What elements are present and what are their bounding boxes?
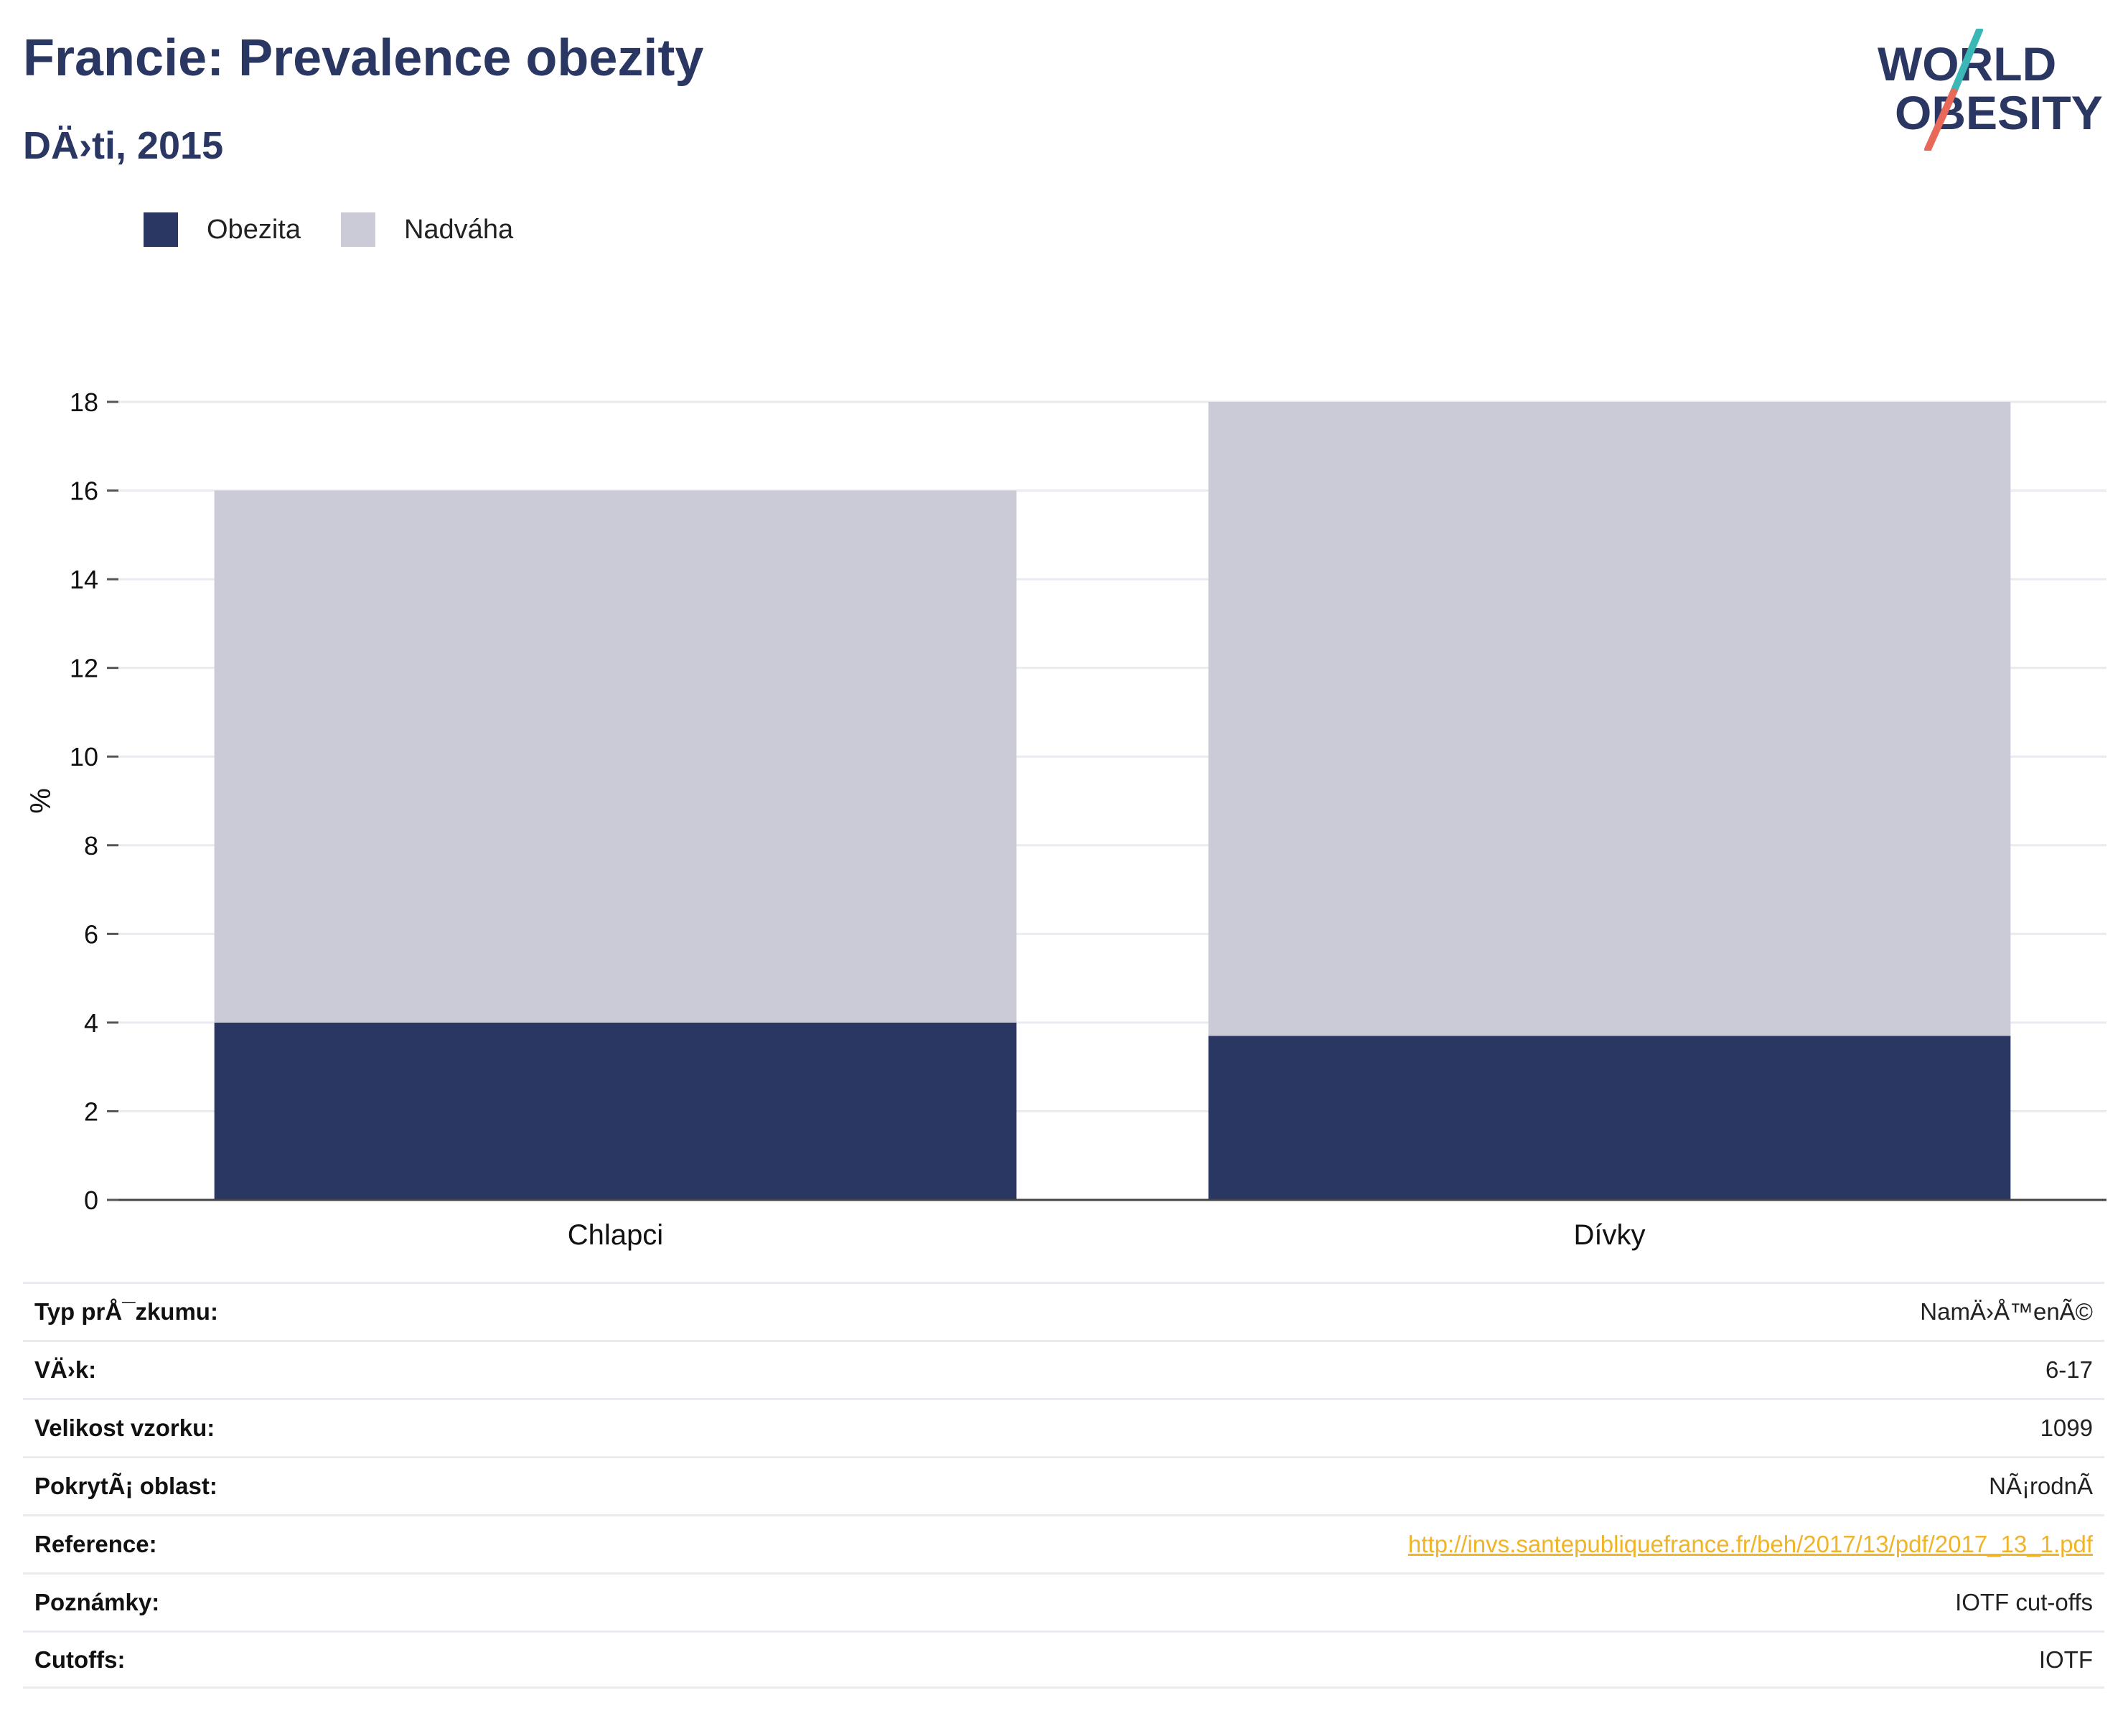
tick-label-y-4: 4 xyxy=(84,1008,98,1038)
tick-label-y-2: 2 xyxy=(84,1097,98,1126)
legend-swatch-obezita xyxy=(144,212,178,247)
info-label: PokrytÃ¡ oblast: xyxy=(34,1473,217,1499)
tick-label-y-10: 10 xyxy=(70,742,98,771)
legend-item-obezita[interactable]: Obezita xyxy=(144,212,301,247)
info-value: NamÄ›Å™enÃ© xyxy=(1920,1298,2093,1325)
logo-slash-top xyxy=(1950,29,1983,95)
reference-link[interactable]: http://invs.santepubliquefrance.fr/beh/2… xyxy=(1407,1531,2093,1557)
info-value: 6-17 xyxy=(2045,1356,2093,1383)
info-row: PokrytÃ¡ oblast: NÃ¡rodnÃ xyxy=(23,1456,2104,1514)
info-row: VÄ›k: 6-17 xyxy=(23,1340,2104,1398)
bar-obezita-dívky xyxy=(1208,1036,2011,1200)
info-label: Poznámky: xyxy=(34,1589,160,1615)
legend-label-obezita: Obezita xyxy=(207,214,301,245)
info-row: Cutoffs: IOTF xyxy=(23,1631,2104,1689)
logo-slash-bottom xyxy=(1924,88,1957,151)
y-axis-label: % xyxy=(25,788,57,814)
stacked-bar-chart: 0 2 4 6 8 10 12 14 16 18% Chlapci Dívky xyxy=(25,388,2106,1251)
info-value: IOTF xyxy=(2038,1646,2093,1673)
tick-label-y-0: 0 xyxy=(84,1186,98,1215)
info-value: 1099 xyxy=(2040,1414,2093,1441)
info-value: IOTF cut-offs xyxy=(1955,1589,2093,1615)
info-label: Reference: xyxy=(34,1531,157,1557)
chart-title: Francie: Prevalence obezity xyxy=(23,29,704,87)
tick-label-y-12: 12 xyxy=(70,654,98,683)
info-row: Velikost vzorku: 1099 xyxy=(23,1398,2104,1456)
info-row: Typ prÅ¯zkumu: NamÄ›Å™enÃ© xyxy=(23,1282,2104,1340)
info-row: Reference: http://invs.santepubliquefranc… xyxy=(23,1514,2104,1572)
legend-label-nadvaha: Nadváha xyxy=(403,214,514,245)
bar-nadváha-dívky xyxy=(1208,402,2011,1036)
tick-label-y-8: 8 xyxy=(84,831,98,860)
tick-label-y-18: 18 xyxy=(70,388,98,417)
chart-legend: Obezita Nadváha xyxy=(144,212,553,247)
tick-label-x-0: Chlapci xyxy=(568,1219,663,1251)
tick-label-y-6: 6 xyxy=(84,919,98,949)
info-label: Cutoffs: xyxy=(34,1646,126,1673)
info-value: NÃ¡rodnÃ xyxy=(1989,1473,2093,1499)
info-row: Poznámky: IOTF cut-offs xyxy=(23,1572,2104,1631)
tick-label-y-16: 16 xyxy=(70,477,98,506)
bar-nadváha-chlapci xyxy=(214,490,1017,1023)
logo-text-obesity: OBESITY xyxy=(1895,86,2103,139)
tick-label-x-1: Dívky xyxy=(1574,1219,1646,1251)
tick-label-y-14: 14 xyxy=(70,565,98,594)
legend-item-nadvaha[interactable]: Nadváha xyxy=(340,212,514,247)
chart-subtitle: DÄ›ti, 2015 xyxy=(23,124,224,167)
world-obesity-logo: WORLD OBESITY xyxy=(1878,29,2103,151)
survey-info-table: Typ prÅ¯zkumu: NamÄ›Å™enÃ© VÄ›k: 6-17 Veliko… xyxy=(23,1282,2104,1689)
info-label: Velikost vzorku: xyxy=(34,1414,215,1441)
bar-obezita-chlapci xyxy=(214,1022,1017,1200)
info-label: VÄ›k: xyxy=(34,1356,97,1383)
legend-swatch-nadvaha xyxy=(340,212,375,247)
info-label: Typ prÅ¯zkumu: xyxy=(34,1298,218,1325)
